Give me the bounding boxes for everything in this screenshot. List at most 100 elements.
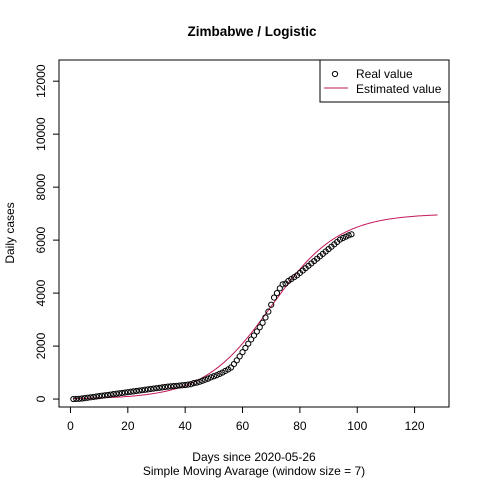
real-value-point	[262, 314, 269, 321]
real-value-point	[141, 386, 149, 393]
real-value-point	[73, 395, 80, 403]
real-value-point	[205, 375, 212, 382]
real-value-point	[147, 385, 154, 393]
estimated-line	[73, 214, 438, 400]
real-value-point	[196, 378, 203, 385]
x-axis: 0 20 40 60 80 100 120	[67, 406, 425, 433]
real-value-point	[133, 387, 140, 395]
real-value-point	[78, 395, 86, 402]
real-value-point	[253, 328, 260, 335]
x-tick-label: 20	[121, 419, 135, 433]
real-value-point	[193, 379, 200, 386]
y-tick-label: 6000	[34, 226, 48, 253]
y-tick-label: 8000	[34, 173, 48, 200]
real-value-point	[90, 393, 97, 401]
y-axis: 0 2000 4000 6000 8000 10000 12000	[34, 64, 60, 402]
legend-real-label: Real value	[356, 67, 413, 81]
real-value-point	[162, 383, 169, 391]
real-value-point	[213, 372, 220, 379]
legend: Real value Estimated value	[319, 59, 450, 103]
real-value-point	[259, 319, 266, 326]
y-tick-label: 12000	[34, 64, 48, 98]
real-value-point	[339, 234, 346, 242]
y-tick-label: 0	[34, 395, 48, 402]
real-value-point	[173, 382, 180, 389]
real-value-point	[156, 384, 163, 391]
real-value-point	[170, 382, 177, 390]
real-value-point	[116, 390, 123, 397]
real-value-point	[159, 384, 166, 391]
real-series	[70, 231, 355, 403]
real-value-point	[121, 389, 129, 396]
x-tick-label: 60	[236, 419, 250, 433]
real-value-point	[182, 381, 189, 389]
real-value-point	[124, 389, 131, 396]
real-value-point	[113, 390, 120, 397]
real-value-point	[104, 391, 111, 399]
real-value-point	[75, 395, 83, 402]
real-value-point	[187, 381, 195, 388]
real-value-point	[107, 391, 114, 398]
real-value-point	[164, 383, 172, 390]
real-value-point	[270, 294, 278, 301]
real-value-point	[256, 324, 263, 331]
y-tick-label: 4000	[34, 279, 48, 306]
real-value-point	[81, 395, 88, 402]
x-axis-label: Days since 2020-05-26	[192, 450, 316, 464]
x-tick-label: 40	[178, 419, 192, 433]
chart-subtitle: Simple Moving Avarage (window size = 7)	[143, 464, 365, 478]
real-value-point	[342, 233, 349, 240]
real-value-point	[179, 382, 186, 389]
chart-title: Zimbabwe / Logistic	[187, 24, 317, 39]
real-value-point	[98, 392, 106, 399]
real-value-point	[233, 357, 240, 364]
x-tick-label: 100	[347, 419, 367, 433]
real-value-point	[202, 376, 209, 383]
real-value-point	[176, 382, 183, 389]
real-value-point	[184, 381, 192, 388]
real-value-point	[190, 380, 197, 387]
plot-area-frame	[58, 59, 450, 408]
real-value-point	[207, 374, 215, 381]
real-value-point	[144, 386, 151, 393]
real-value-point	[279, 281, 286, 288]
y-axis-label: Daily cases	[3, 202, 17, 263]
y-tick-label: 10000	[34, 117, 48, 151]
real-value-point	[245, 340, 252, 347]
legend-estimated-label: Estimated value	[356, 82, 442, 96]
real-value-point	[150, 385, 157, 392]
real-value-point	[265, 308, 272, 315]
real-value-point	[93, 393, 100, 400]
real-value-point	[216, 370, 223, 377]
real-value-point	[136, 387, 143, 394]
real-value-point	[167, 383, 174, 390]
real-value-point	[118, 389, 126, 397]
real-value-point	[70, 395, 77, 403]
real-value-point	[101, 392, 108, 399]
x-tick-label: 120	[405, 419, 425, 433]
real-value-point	[139, 387, 146, 394]
real-value-point	[210, 373, 217, 380]
real-value-point	[248, 336, 255, 343]
real-value-point	[273, 289, 281, 297]
real-value-point	[199, 377, 206, 384]
real-value-point	[127, 388, 134, 395]
real-value-point	[250, 332, 258, 339]
real-value-point	[242, 344, 249, 352]
real-value-point	[236, 353, 243, 360]
y-tick-label: 2000	[34, 332, 48, 359]
estimated-series	[73, 214, 438, 400]
x-tick-label: 0	[67, 419, 74, 433]
real-value-point	[276, 285, 283, 292]
x-tick-label: 80	[293, 419, 307, 433]
real-value-point	[239, 349, 246, 356]
legend-real-marker	[331, 70, 339, 78]
real-value-point	[348, 231, 355, 238]
real-value-point	[130, 388, 137, 395]
legend-box	[319, 59, 450, 103]
real-value-point	[110, 391, 117, 398]
real-value-point	[96, 393, 103, 400]
real-value-point	[345, 232, 352, 239]
real-value-point	[84, 394, 91, 401]
